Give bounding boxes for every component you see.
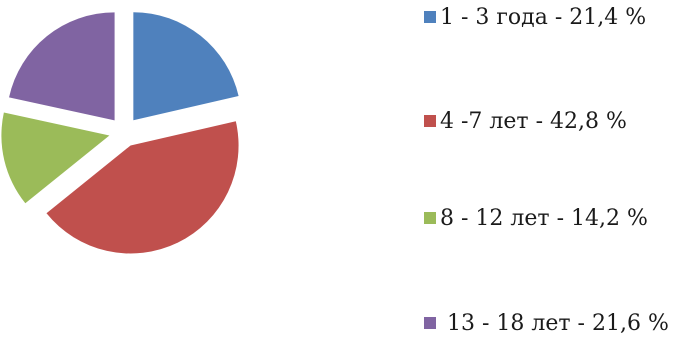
pie-slice-1-3 <box>133 12 239 121</box>
legend-swatch-blue <box>424 11 436 23</box>
legend-item-1-3: 1 - 3 года - 21,4 % <box>424 4 680 32</box>
legend-item-8-12: 8 - 12 лет - 14,2 % <box>424 205 680 233</box>
pie-slice-13-18 <box>9 12 115 121</box>
legend-label: 8 - 12 лет - 14,2 % <box>440 206 648 231</box>
pie-slice-8-12 <box>1 112 110 204</box>
legend-swatch-red <box>424 115 436 127</box>
legend-swatch-green <box>424 212 436 224</box>
legend-item-4-7: 4 -7 лет - 42,8 % <box>424 108 680 136</box>
chart-legend: 1 - 3 года - 21,4 % 4 -7 лет - 42,8 % 8 … <box>424 0 680 363</box>
legend-label: 4 -7 лет - 42,8 % <box>440 109 627 134</box>
pie-slice-4-7 <box>46 121 239 254</box>
pie-chart-svg <box>1 12 239 254</box>
legend-label: 13 - 18 лет - 21,6 % <box>440 311 669 336</box>
legend-swatch-purple <box>424 317 436 329</box>
legend-item-13-18: 13 - 18 лет - 21,6 % <box>424 310 680 338</box>
legend-label: 1 - 3 года - 21,4 % <box>440 5 647 30</box>
pie-chart <box>0 0 250 260</box>
